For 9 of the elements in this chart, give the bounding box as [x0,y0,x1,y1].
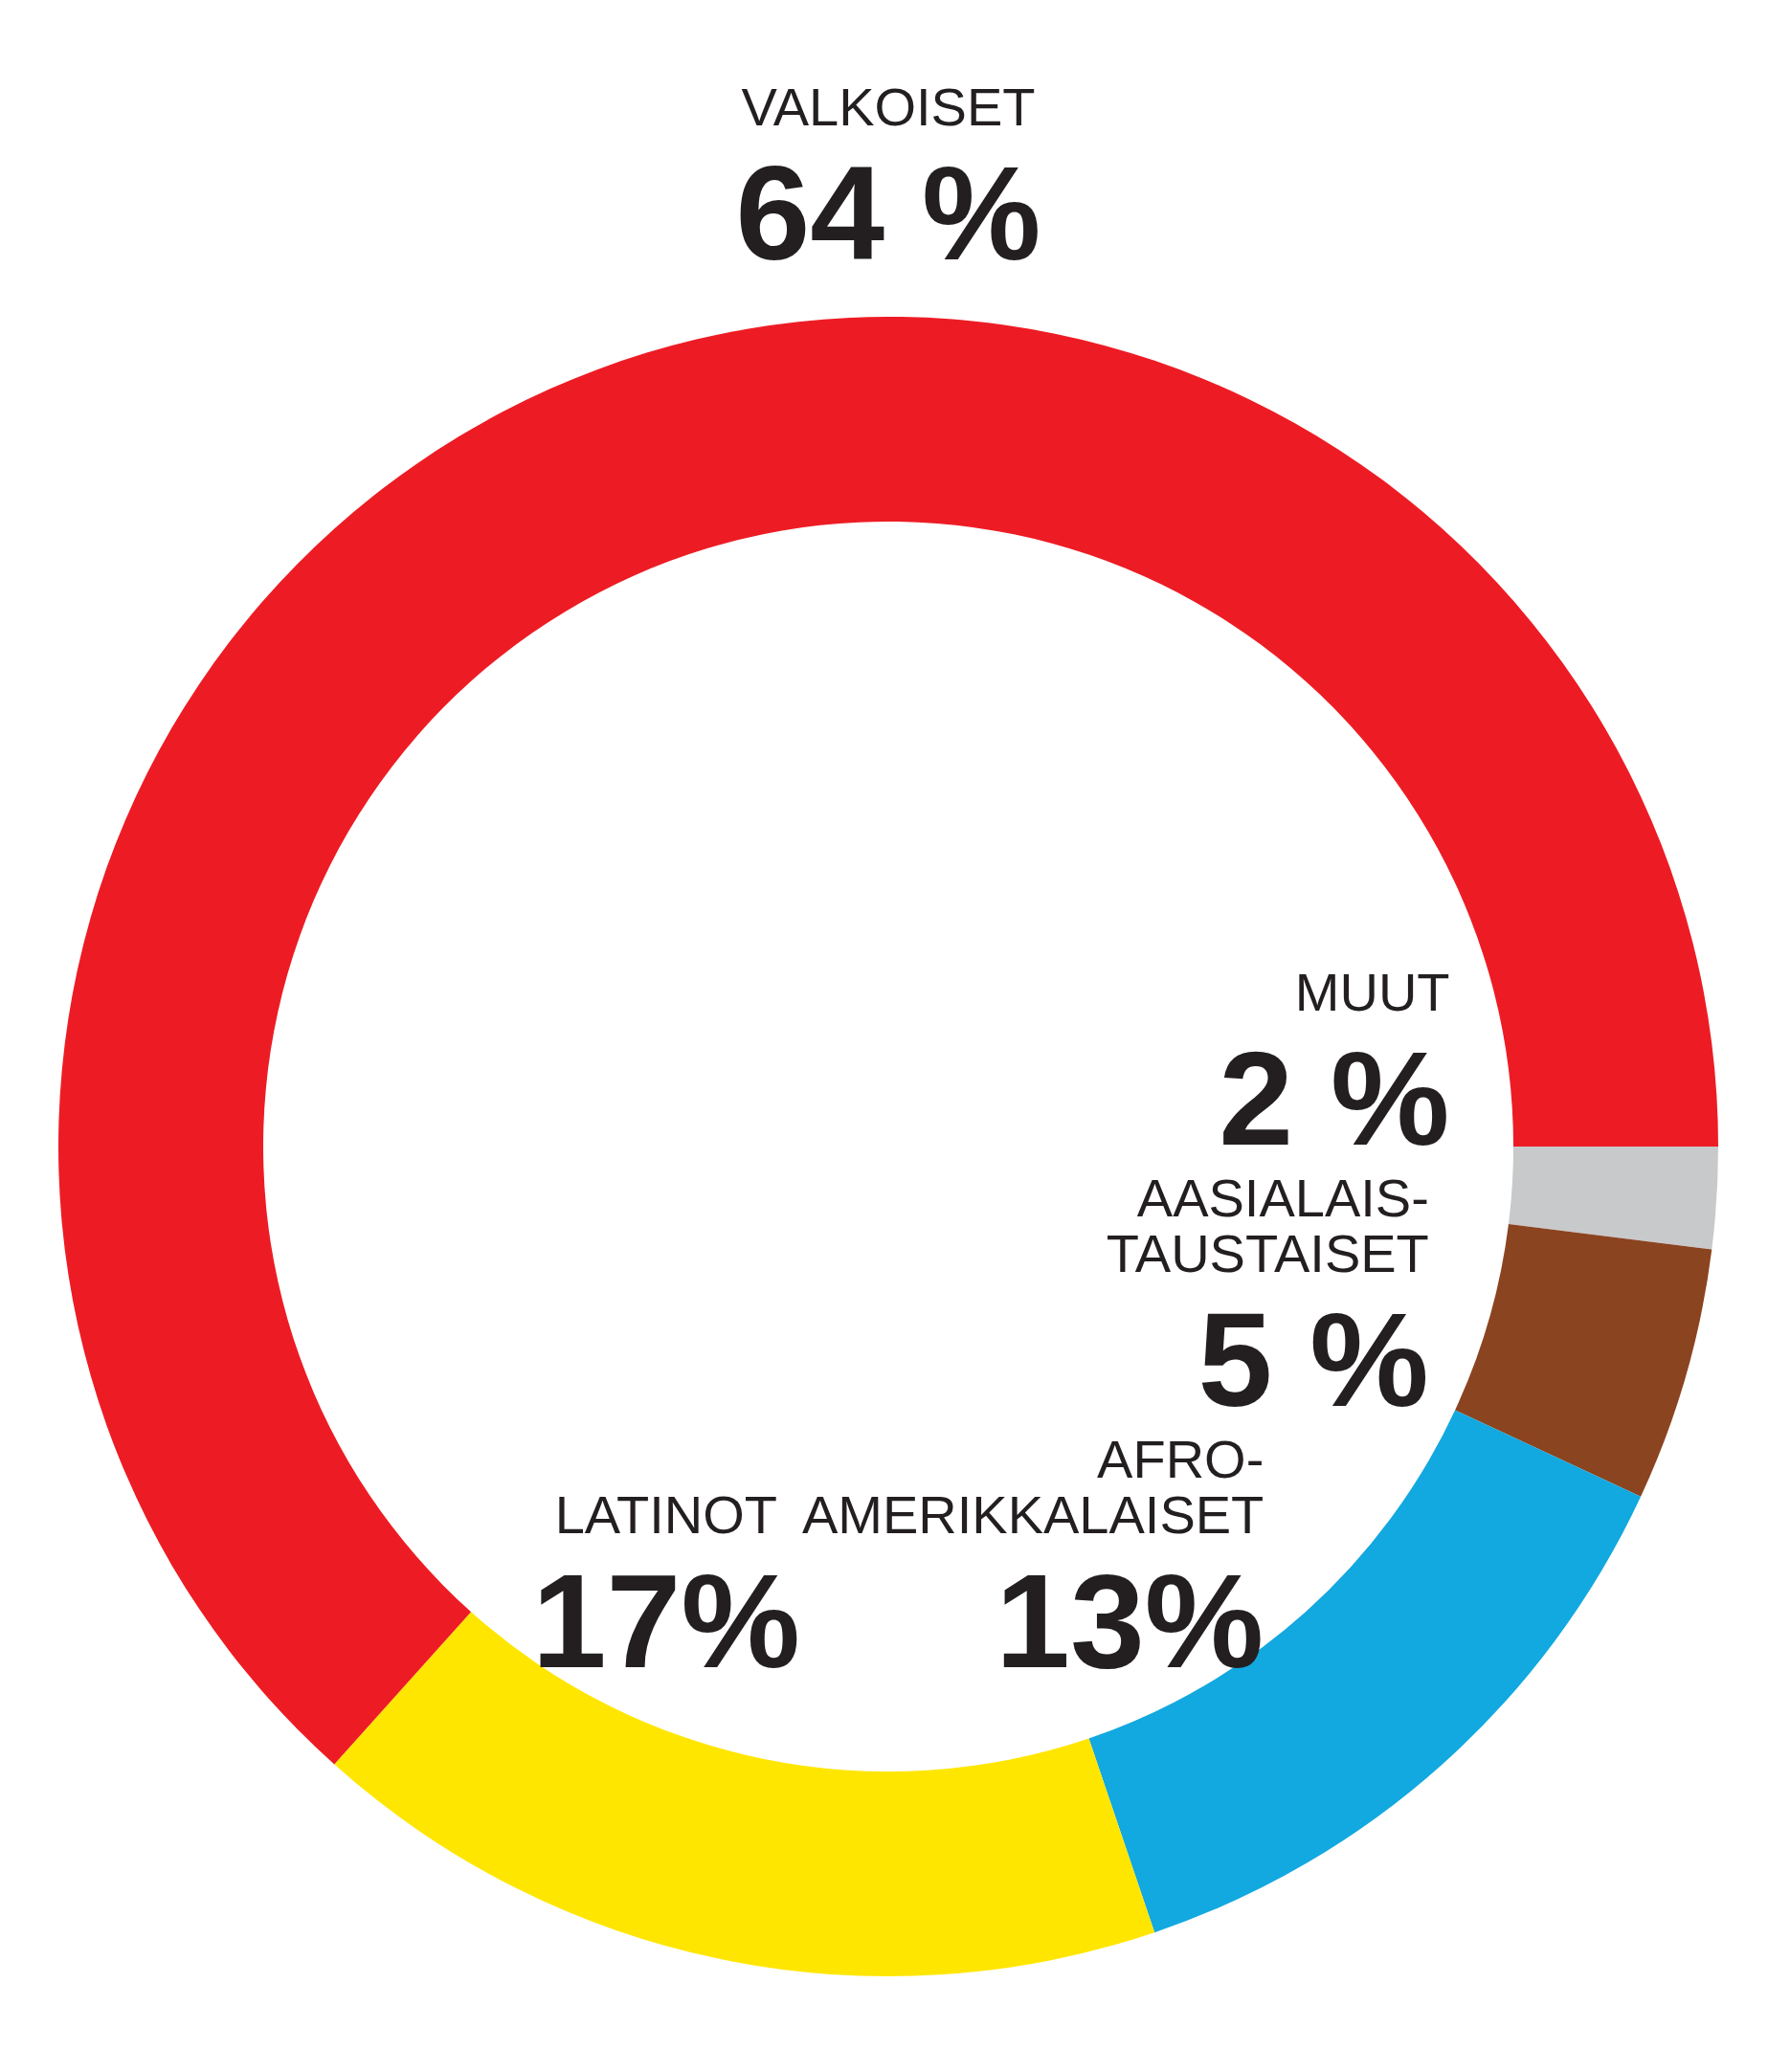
data-label: 13% [996,1546,1264,1697]
donut-slice [1508,1147,1718,1250]
slice-label: LATINOT [554,1484,777,1546]
donut-slice [1455,1224,1712,1497]
slice-label: VALKOISET [741,77,1036,137]
data-label: 64 % [735,138,1041,288]
data-label: 17% [531,1546,800,1697]
donut-slice [59,317,1718,1765]
slice-label: MUUT [1294,962,1450,1023]
